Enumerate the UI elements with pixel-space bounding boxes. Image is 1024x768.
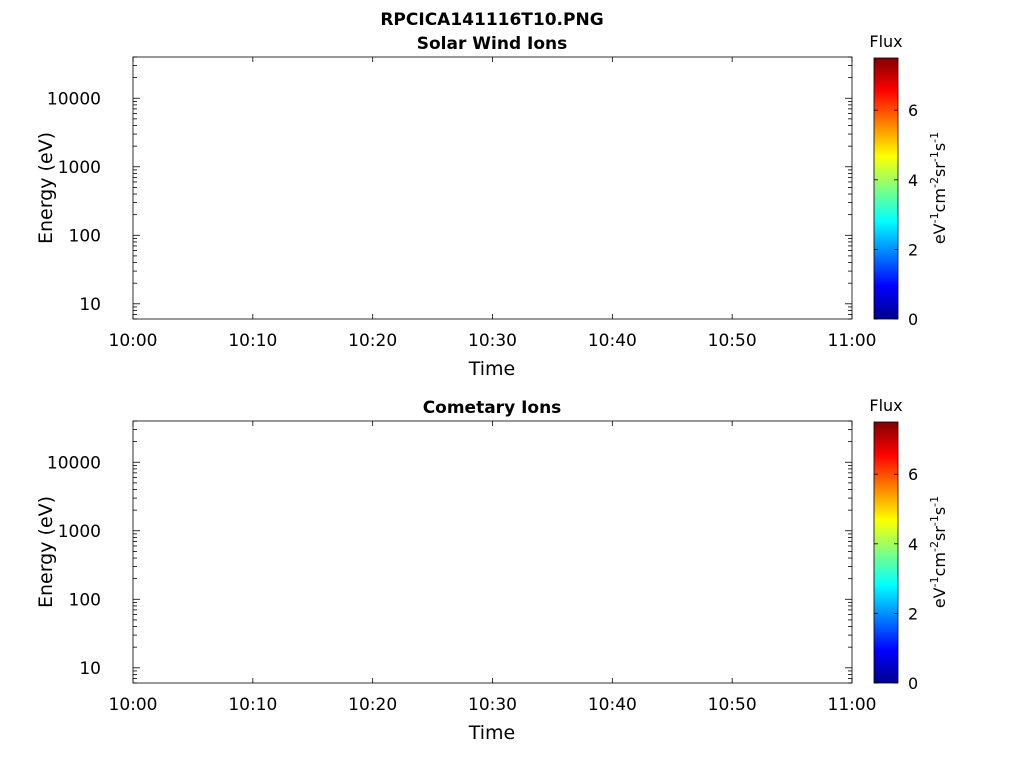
x-tick-label: 10:30 (468, 695, 517, 715)
colorbar-ticks: 0 2 4 6 (874, 465, 918, 693)
x-tick-label: 10:20 (348, 695, 397, 715)
colorbar-gradient (873, 421, 899, 684)
colorbar-tick-label: 0 (908, 310, 918, 329)
y-tick-label: 1000 (58, 522, 101, 542)
y-tick-label: 100 (69, 226, 101, 246)
y-tick-label: 10 (79, 659, 101, 679)
colorbar-tick-label: 2 (908, 240, 918, 259)
y-tick-label: 1000 (58, 158, 101, 178)
colorbar-tick-label: 4 (908, 171, 918, 190)
unit-exponent: -2 (928, 177, 941, 188)
unit-base: eV (930, 223, 949, 244)
x-tick-label: 10:00 (109, 331, 158, 351)
y-axis-ticks: 10 100 1000 10000 (47, 420, 852, 684)
unit-symbol: s (930, 507, 949, 515)
colorbar-tick-label: 4 (908, 535, 918, 554)
unit-symbol: sr (930, 526, 949, 541)
panel-title: Solar Wind Ions (417, 34, 568, 54)
figure-title: RPCICA141116T10.PNG (380, 10, 603, 30)
unit-symbol: cm (930, 188, 949, 212)
unit-exponent: -1 (928, 496, 941, 507)
colorbar-tick-label: 2 (908, 604, 918, 623)
colorbar-title: Flux (869, 396, 902, 415)
x-tick-label: 10:50 (708, 331, 757, 351)
colorbar-ticks: 0 2 4 6 (874, 101, 918, 329)
plot-frame (132, 56, 853, 320)
x-axis-ticks: 10:00 10:10 10:20 10:30 10:40 10:50 11:00 (109, 421, 877, 715)
unit-exponent: -1 (928, 576, 941, 587)
colorbar-tick-label: 6 (908, 465, 918, 484)
x-axis-label: Time (468, 722, 516, 744)
panel-solar-wind-ions: Solar Wind Ions 10:00 10:10 10:20 10:30 10:4… (35, 32, 949, 380)
colorbar-tick-label: 0 (908, 674, 918, 693)
y-tick-label: 100 (69, 590, 101, 610)
unit-symbol: s (930, 143, 949, 151)
x-tick-label: 10:40 (588, 695, 637, 715)
x-tick-label: 11:00 (828, 331, 877, 351)
unit-symbol: cm (930, 552, 949, 576)
x-tick-label: 10:40 (588, 331, 637, 351)
plot-frame (132, 420, 853, 684)
unit-exponent: -1 (928, 212, 941, 223)
panel-cometary-ions: Cometary Ions 10:00 10:10 10:20 10:30 10:40 1… (35, 396, 949, 744)
x-axis-label: Time (468, 358, 516, 380)
panel-title: Cometary Ions (423, 398, 562, 418)
y-tick-label: 10000 (47, 453, 101, 473)
y-axis-label: Energy (eV) (35, 496, 57, 608)
x-tick-label: 10:50 (708, 695, 757, 715)
y-axis-label: Energy (eV) (35, 132, 57, 244)
unit-symbol: sr (930, 162, 949, 177)
colorbar-tick-label: 6 (908, 101, 918, 120)
x-axis-ticks: 10:00 10:10 10:20 10:30 10:40 10:50 11:00 (109, 57, 877, 351)
unit-exponent: -1 (928, 151, 941, 162)
y-axis-ticks: 10 100 1000 10000 (47, 56, 852, 320)
x-tick-label: 10:20 (348, 331, 397, 351)
x-tick-label: 10:10 (228, 331, 277, 351)
x-tick-label: 11:00 (828, 695, 877, 715)
x-tick-label: 10:10 (228, 695, 277, 715)
x-tick-label: 10:30 (468, 331, 517, 351)
unit-exponent: -2 (928, 541, 941, 552)
unit-exponent: -1 (928, 132, 941, 143)
y-tick-label: 10 (79, 295, 101, 315)
colorbar-unit-label: eV-1cm-2sr-1s-1 (928, 496, 949, 608)
y-tick-label: 10000 (47, 89, 101, 109)
colorbar-title: Flux (869, 32, 902, 51)
unit-exponent: -1 (928, 515, 941, 526)
x-tick-label: 10:00 (109, 695, 158, 715)
colorbar-unit-label: eV-1cm-2sr-1s-1 (928, 132, 949, 244)
unit-base: eV (930, 587, 949, 608)
colorbar-gradient (873, 57, 899, 320)
